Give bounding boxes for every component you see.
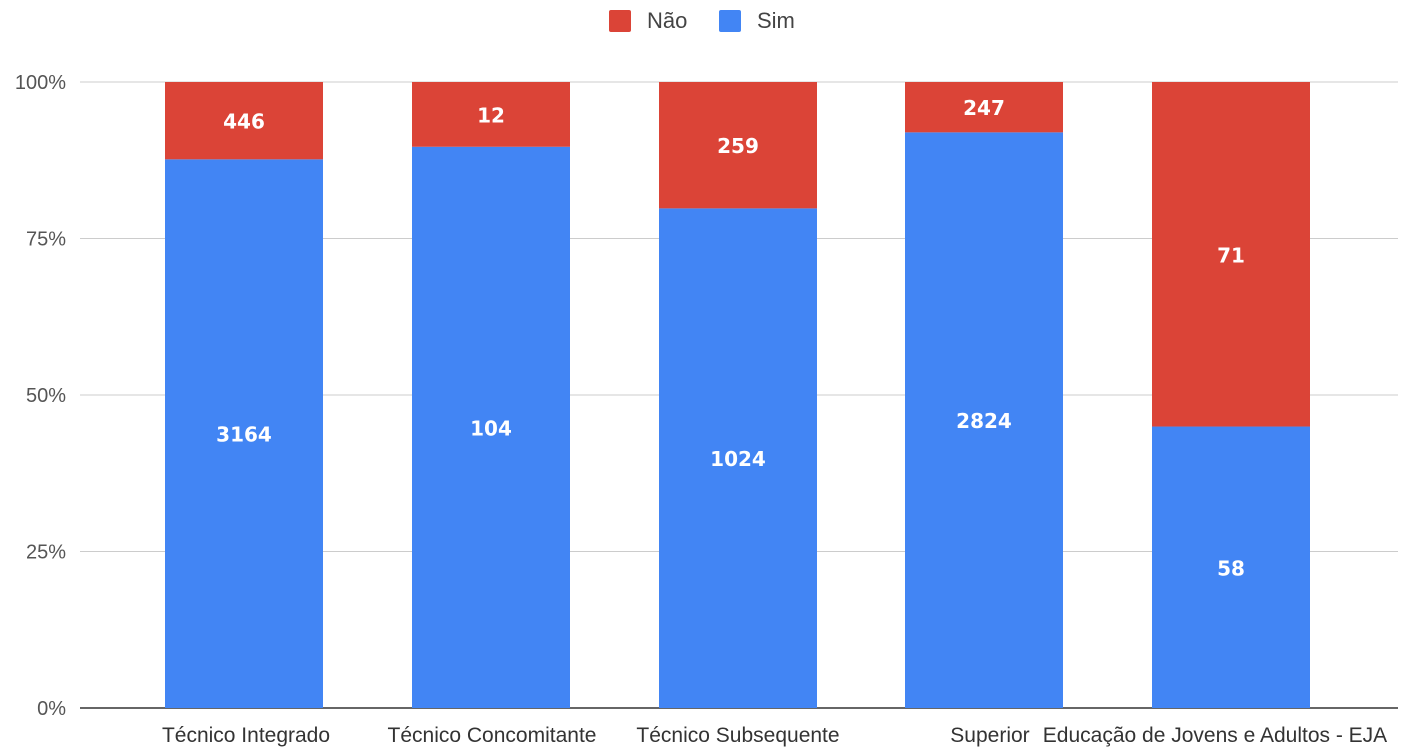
legend: Não Sim <box>609 8 795 33</box>
data-label: 71 <box>1217 243 1245 267</box>
legend-swatch <box>609 10 631 32</box>
bar-no-5 <box>1152 82 1310 427</box>
data-label: 259 <box>717 134 759 158</box>
bar-no-4 <box>905 82 1063 133</box>
y-tick-label: 100% <box>15 72 66 94</box>
data-label: 3164 <box>216 423 272 447</box>
data-label: 1024 <box>710 447 766 471</box>
x-axis-categories: Técnico Integrado Técnico Concomitante Téc… <box>162 724 1387 747</box>
bar-sim-3 <box>659 208 817 708</box>
bar-no-3 <box>659 82 817 209</box>
x-category-label: Educação de Jovens e Adultos - EJA <box>1043 724 1387 747</box>
y-tick-label: 0% <box>37 698 66 720</box>
x-category-label: Superior <box>950 724 1029 747</box>
y-tick-label: 75% <box>26 229 66 251</box>
x-category-label: Técnico Integrado <box>162 724 330 747</box>
bar-no-1 <box>165 82 323 160</box>
legend-label: Sim <box>757 8 795 33</box>
x-category-label: Técnico Subsequente <box>636 724 839 747</box>
data-label: 446 <box>223 110 265 134</box>
data-labels: 3164 446 104 12 1024 259 2824 247 58 71 <box>216 96 1245 580</box>
legend-swatch <box>719 10 741 32</box>
bar-sim-1 <box>165 159 323 709</box>
bar-no-2 <box>412 82 570 147</box>
bars <box>165 82 1310 709</box>
data-label: 104 <box>470 416 512 440</box>
y-tick-label: 25% <box>26 542 66 564</box>
legend-label: Não <box>647 8 687 33</box>
y-tick-label: 50% <box>26 385 66 407</box>
data-label: 247 <box>963 96 1005 120</box>
data-label: 2824 <box>956 409 1012 433</box>
x-category-label: Técnico Concomitante <box>388 724 597 747</box>
bar-sim-5 <box>1152 426 1310 708</box>
bar-sim-2 <box>412 146 570 709</box>
data-label: 58 <box>1217 556 1245 580</box>
y-axis-ticks: 0% 25% 50% 75% 100% <box>15 72 66 720</box>
data-label: 12 <box>477 103 505 127</box>
bar-sim-4 <box>905 132 1063 709</box>
